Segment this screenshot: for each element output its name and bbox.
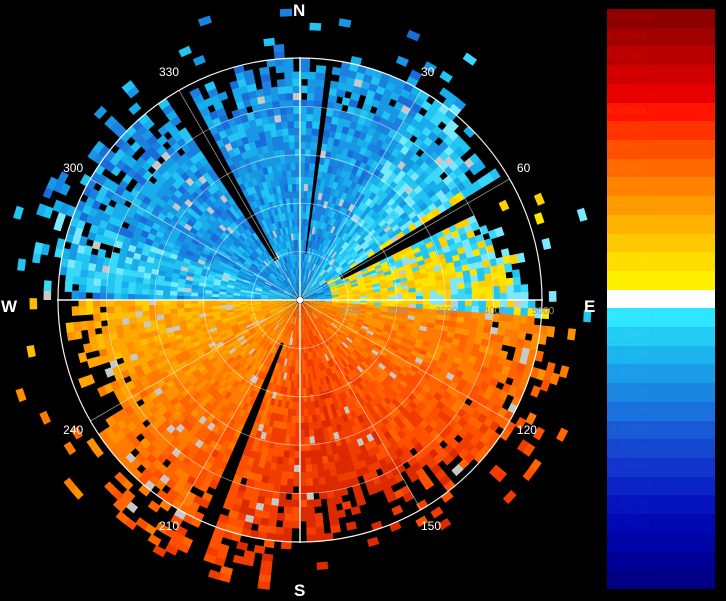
colorbar-swatch: -1.33m/s: [607, 327, 715, 346]
azimuth-label: 300: [63, 161, 83, 175]
colorbar-swatch: -2.00m/s: [607, 346, 715, 365]
radar-velocity-plot: 1000 2000 3000 4000 5000: [0, 0, 600, 600]
colorbar-label: -7.33m/s: [607, 497, 650, 509]
colorbar-swatch: 1.33m/s: [607, 252, 715, 271]
colorbar-label: -6.00m/s: [607, 460, 650, 472]
colorbar-label: -0.67m/s: [607, 310, 650, 322]
colorbar-label: -9.33m/s: [607, 554, 650, 566]
colorbar-label: 0.00m/s: [607, 292, 646, 304]
colorbar-swatch: 3.33m/s: [607, 196, 715, 215]
colorbar-swatch: -0.67m/s: [607, 308, 715, 327]
colorbar-swatch: 8.67m/s: [607, 46, 715, 65]
colorbar-label: 6.67m/s: [607, 105, 646, 117]
colorbar-label: 2.00m/s: [607, 236, 646, 248]
colorbar-swatch: -6.00m/s: [607, 458, 715, 477]
colorbar-label: -6.67m/s: [607, 479, 650, 491]
azimuth-label: 330: [159, 65, 179, 79]
velocity-colorbar: 10.00m/s 9.33m/s 8.67m/s 8.00m/s 7.33m/s 6.67…: [607, 9, 715, 589]
colorbar-label: -8.00m/s: [607, 516, 650, 528]
colorbar-label: -2.00m/s: [607, 348, 650, 360]
colorbar-label: 5.33m/s: [607, 142, 646, 154]
colorbar-label: -2.67m/s: [607, 366, 650, 378]
east-label: E: [584, 297, 595, 317]
colorbar-swatch: -4.67m/s: [607, 421, 715, 440]
colorbar-label: 6.00m/s: [607, 123, 646, 135]
colorbar-swatch: 2.00m/s: [607, 234, 715, 253]
north-label: N: [293, 1, 305, 21]
colorbar-label: -5.33m/s: [607, 441, 650, 453]
colorbar-swatch: 2.67m/s: [607, 215, 715, 234]
colorbar-swatch: 10.00m/s: [607, 9, 715, 28]
colorbar-swatch: -6.67m/s: [607, 477, 715, 496]
colorbar-label: 8.67m/s: [607, 48, 646, 60]
azimuth-label: 120: [517, 423, 537, 437]
colorbar-swatch: -8.67m/s: [607, 533, 715, 552]
west-label: W: [1, 297, 17, 317]
azimuth-label: 30: [421, 65, 434, 79]
colorbar-swatch: 5.33m/s: [607, 140, 715, 159]
colorbar-swatch: 4.00m/s: [607, 177, 715, 196]
colorbar-label: 1.33m/s: [607, 254, 646, 266]
colorbar-label: 3.33m/s: [607, 198, 646, 210]
colorbar-swatch: 0.67m/s: [607, 271, 715, 290]
colorbar-swatch: -7.33m/s: [607, 495, 715, 514]
colorbar-swatch: 6.67m/s: [607, 103, 715, 122]
range-label: 4000: [484, 306, 507, 317]
colorbar-swatch: -5.33m/s: [607, 439, 715, 458]
azimuth-label: 210: [159, 519, 179, 533]
colorbar-label: 8.00m/s: [607, 67, 646, 79]
range-label: 5000: [532, 306, 555, 317]
colorbar-label: 4.00m/s: [607, 179, 646, 191]
colorbar-swatch: 0.00m/s: [607, 290, 715, 309]
colorbar-label: 4.67m/s: [607, 161, 646, 173]
colorbar-label: 2.67m/s: [607, 217, 646, 229]
colorbar-label: -8.67m/s: [607, 535, 650, 547]
colorbar-swatch: -8.00m/s: [607, 514, 715, 533]
colorbar-swatch: -2.67m/s: [607, 364, 715, 383]
range-label: 3000: [435, 306, 458, 317]
colorbar-swatch: 4.67m/s: [607, 159, 715, 178]
colorbar-swatch: 8.00m/s: [607, 65, 715, 84]
colorbar-label: 9.33m/s: [607, 30, 646, 42]
colorbar-label: -4.00m/s: [607, 404, 650, 416]
radar-center: [297, 297, 303, 303]
colorbar-swatch: -4.00m/s: [607, 402, 715, 421]
colorbar-label: -1.33m/s: [607, 329, 650, 341]
south-label: S: [294, 581, 305, 601]
colorbar-label: -4.67m/s: [607, 423, 650, 435]
azimuth-label: 60: [517, 161, 530, 175]
colorbar-label: 7.33m/s: [607, 86, 646, 98]
range-label: 1000: [338, 306, 361, 317]
colorbar-label: -10.00m/s: [607, 572, 656, 584]
colorbar-swatch: 9.33m/s: [607, 28, 715, 47]
colorbar-swatch: 7.33m/s: [607, 84, 715, 103]
colorbar-label: 0.67m/s: [607, 273, 646, 285]
azimuth-label: 240: [63, 423, 83, 437]
colorbar-label: -3.33m/s: [607, 385, 650, 397]
colorbar-swatch: -3.33m/s: [607, 383, 715, 402]
colorbar-swatch: -9.33m/s: [607, 552, 715, 571]
colorbar-swatch: 6.00m/s: [607, 121, 715, 140]
colorbar-swatch: -10.00m/s: [607, 570, 715, 589]
azimuth-label: 150: [421, 519, 441, 533]
range-label: 2000: [387, 306, 410, 317]
colorbar-label: 10.00m/s: [607, 11, 652, 23]
